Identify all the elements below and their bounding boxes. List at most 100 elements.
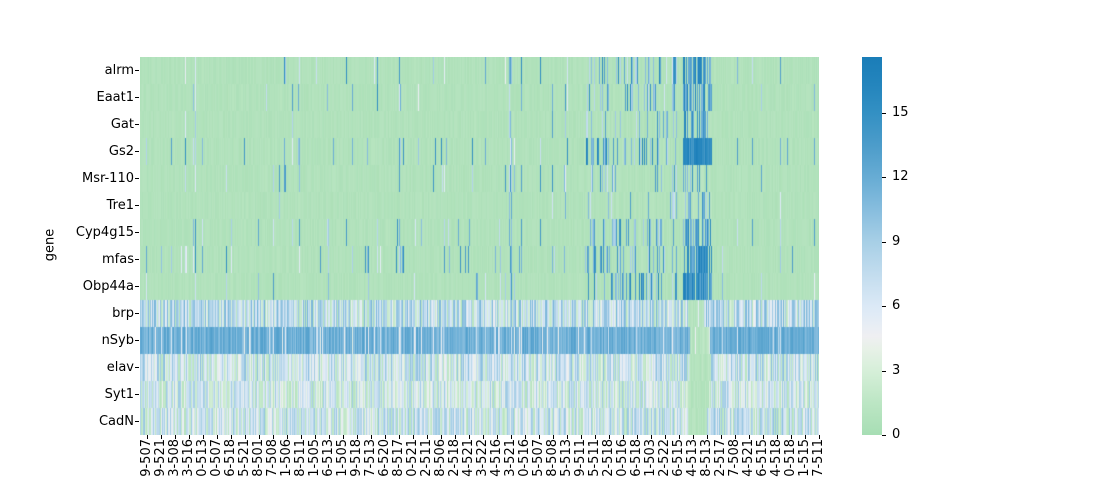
x-tick-mark (412, 435, 414, 439)
x-tick-mark (594, 435, 596, 439)
x-tick-label: 1-515 (796, 439, 812, 477)
x-tick-mark (790, 435, 792, 439)
x-tick-mark (342, 435, 344, 439)
x-tick-mark (314, 435, 316, 439)
x-tick-label: 9-521 (152, 439, 168, 477)
x-tick-label: 2-518 (600, 439, 616, 477)
x-tick-label: 0-518 (782, 439, 798, 477)
x-tick-label: 4-521 (460, 439, 476, 477)
y-tick-mark (135, 178, 139, 179)
x-tick-mark (706, 435, 708, 439)
x-tick-mark (538, 435, 540, 439)
x-tick-label: 7-513 (362, 439, 378, 477)
x-tick-label: 0-513 (194, 439, 210, 477)
y-tick-mark (135, 205, 139, 206)
x-tick-mark (216, 435, 218, 439)
x-tick-mark (804, 435, 806, 439)
colorbar (862, 57, 882, 435)
y-tick-label: Gat (110, 117, 134, 132)
x-tick-label: 5-513 (558, 439, 574, 477)
y-tick-label: Msr-110 (81, 171, 134, 186)
x-tick-mark (482, 435, 484, 439)
x-tick-mark (244, 435, 246, 439)
y-tick-label: Gs2 (108, 144, 134, 159)
colorbar-tick-label: 3 (892, 362, 901, 378)
colorbar-tick-mark (882, 177, 886, 179)
x-tick-mark (692, 435, 694, 439)
y-tick-mark (135, 124, 139, 125)
x-tick-mark (580, 435, 582, 439)
colorbar-tick-mark (882, 241, 886, 243)
x-tick-label: 8-513 (698, 439, 714, 477)
x-tick-mark (174, 435, 176, 439)
x-tick-mark (748, 435, 750, 439)
x-tick-mark (188, 435, 190, 439)
x-tick-label: 1-503 (642, 439, 658, 477)
y-tick-label: alrm (104, 63, 134, 78)
y-tick-label: mfas (102, 252, 134, 267)
x-tick-label: 8-511 (292, 439, 308, 477)
x-tick-mark (524, 435, 526, 439)
x-tick-mark (762, 435, 764, 439)
colorbar-tick-mark (882, 112, 886, 114)
y-tick-label: Eaat1 (96, 90, 134, 105)
y-tick-label: elav (106, 360, 134, 375)
x-tick-label: 0-507 (208, 439, 224, 477)
x-tick-label: 6-518 (628, 439, 644, 477)
x-tick-label: 0-521 (404, 439, 420, 477)
x-tick-label: 5-511 (586, 439, 602, 477)
x-tick-mark (468, 435, 470, 439)
x-tick-label: 8-508 (544, 439, 560, 477)
colorbar-tick-mark (882, 370, 886, 372)
x-tick-label: 4-518 (768, 439, 784, 477)
x-tick-label: 4-521 (740, 439, 756, 477)
x-tick-mark (370, 435, 372, 439)
x-tick-mark (328, 435, 330, 439)
x-tick-label: 7-511 (810, 439, 826, 477)
x-tick-mark (272, 435, 274, 439)
x-tick-mark (398, 435, 400, 439)
x-tick-mark (720, 435, 722, 439)
y-tick-mark (135, 151, 139, 152)
x-tick-mark (146, 435, 148, 439)
colorbar-tick-label: 15 (892, 104, 909, 120)
y-tick-mark (135, 259, 139, 260)
x-tick-label: 6-515 (754, 439, 770, 477)
x-tick-label: 6-513 (320, 439, 336, 477)
y-tick-mark (135, 421, 139, 422)
x-tick-label: 3-516 (180, 439, 196, 477)
x-tick-mark (650, 435, 652, 439)
y-tick-mark (135, 394, 139, 395)
x-tick-mark (384, 435, 386, 439)
y-tick-label: Cyp4g15 (75, 225, 134, 240)
x-tick-mark (230, 435, 232, 439)
x-tick-label: 6-520 (376, 439, 392, 477)
y-tick-label: Syt1 (104, 387, 134, 402)
colorbar-tick-label: 6 (892, 298, 901, 314)
y-tick-mark (135, 367, 139, 368)
x-tick-mark (202, 435, 204, 439)
x-tick-mark (678, 435, 680, 439)
colorbar-tick-mark (882, 306, 886, 308)
x-tick-label: 3-522 (474, 439, 490, 477)
x-tick-label: 2-511 (418, 439, 434, 477)
x-tick-label: 4-513 (684, 439, 700, 477)
x-tick-label: 8-501 (250, 439, 266, 477)
y-tick-label: Tre1 (106, 198, 134, 213)
x-tick-mark (356, 435, 358, 439)
x-tick-label: 9-507 (138, 439, 154, 477)
colorbar-tick-mark (882, 435, 886, 436)
x-tick-mark (818, 435, 820, 439)
x-tick-label: 1-505 (306, 439, 322, 477)
y-tick-mark (135, 286, 139, 287)
x-tick-mark (454, 435, 456, 439)
x-tick-label: 5-521 (236, 439, 252, 477)
y-tick-label: nSyb (101, 333, 134, 348)
x-tick-label: 6-518 (222, 439, 238, 477)
x-tick-mark (426, 435, 428, 439)
x-tick-mark (286, 435, 288, 439)
x-tick-label: 9-511 (572, 439, 588, 477)
x-tick-mark (608, 435, 610, 439)
x-tick-mark (160, 435, 162, 439)
